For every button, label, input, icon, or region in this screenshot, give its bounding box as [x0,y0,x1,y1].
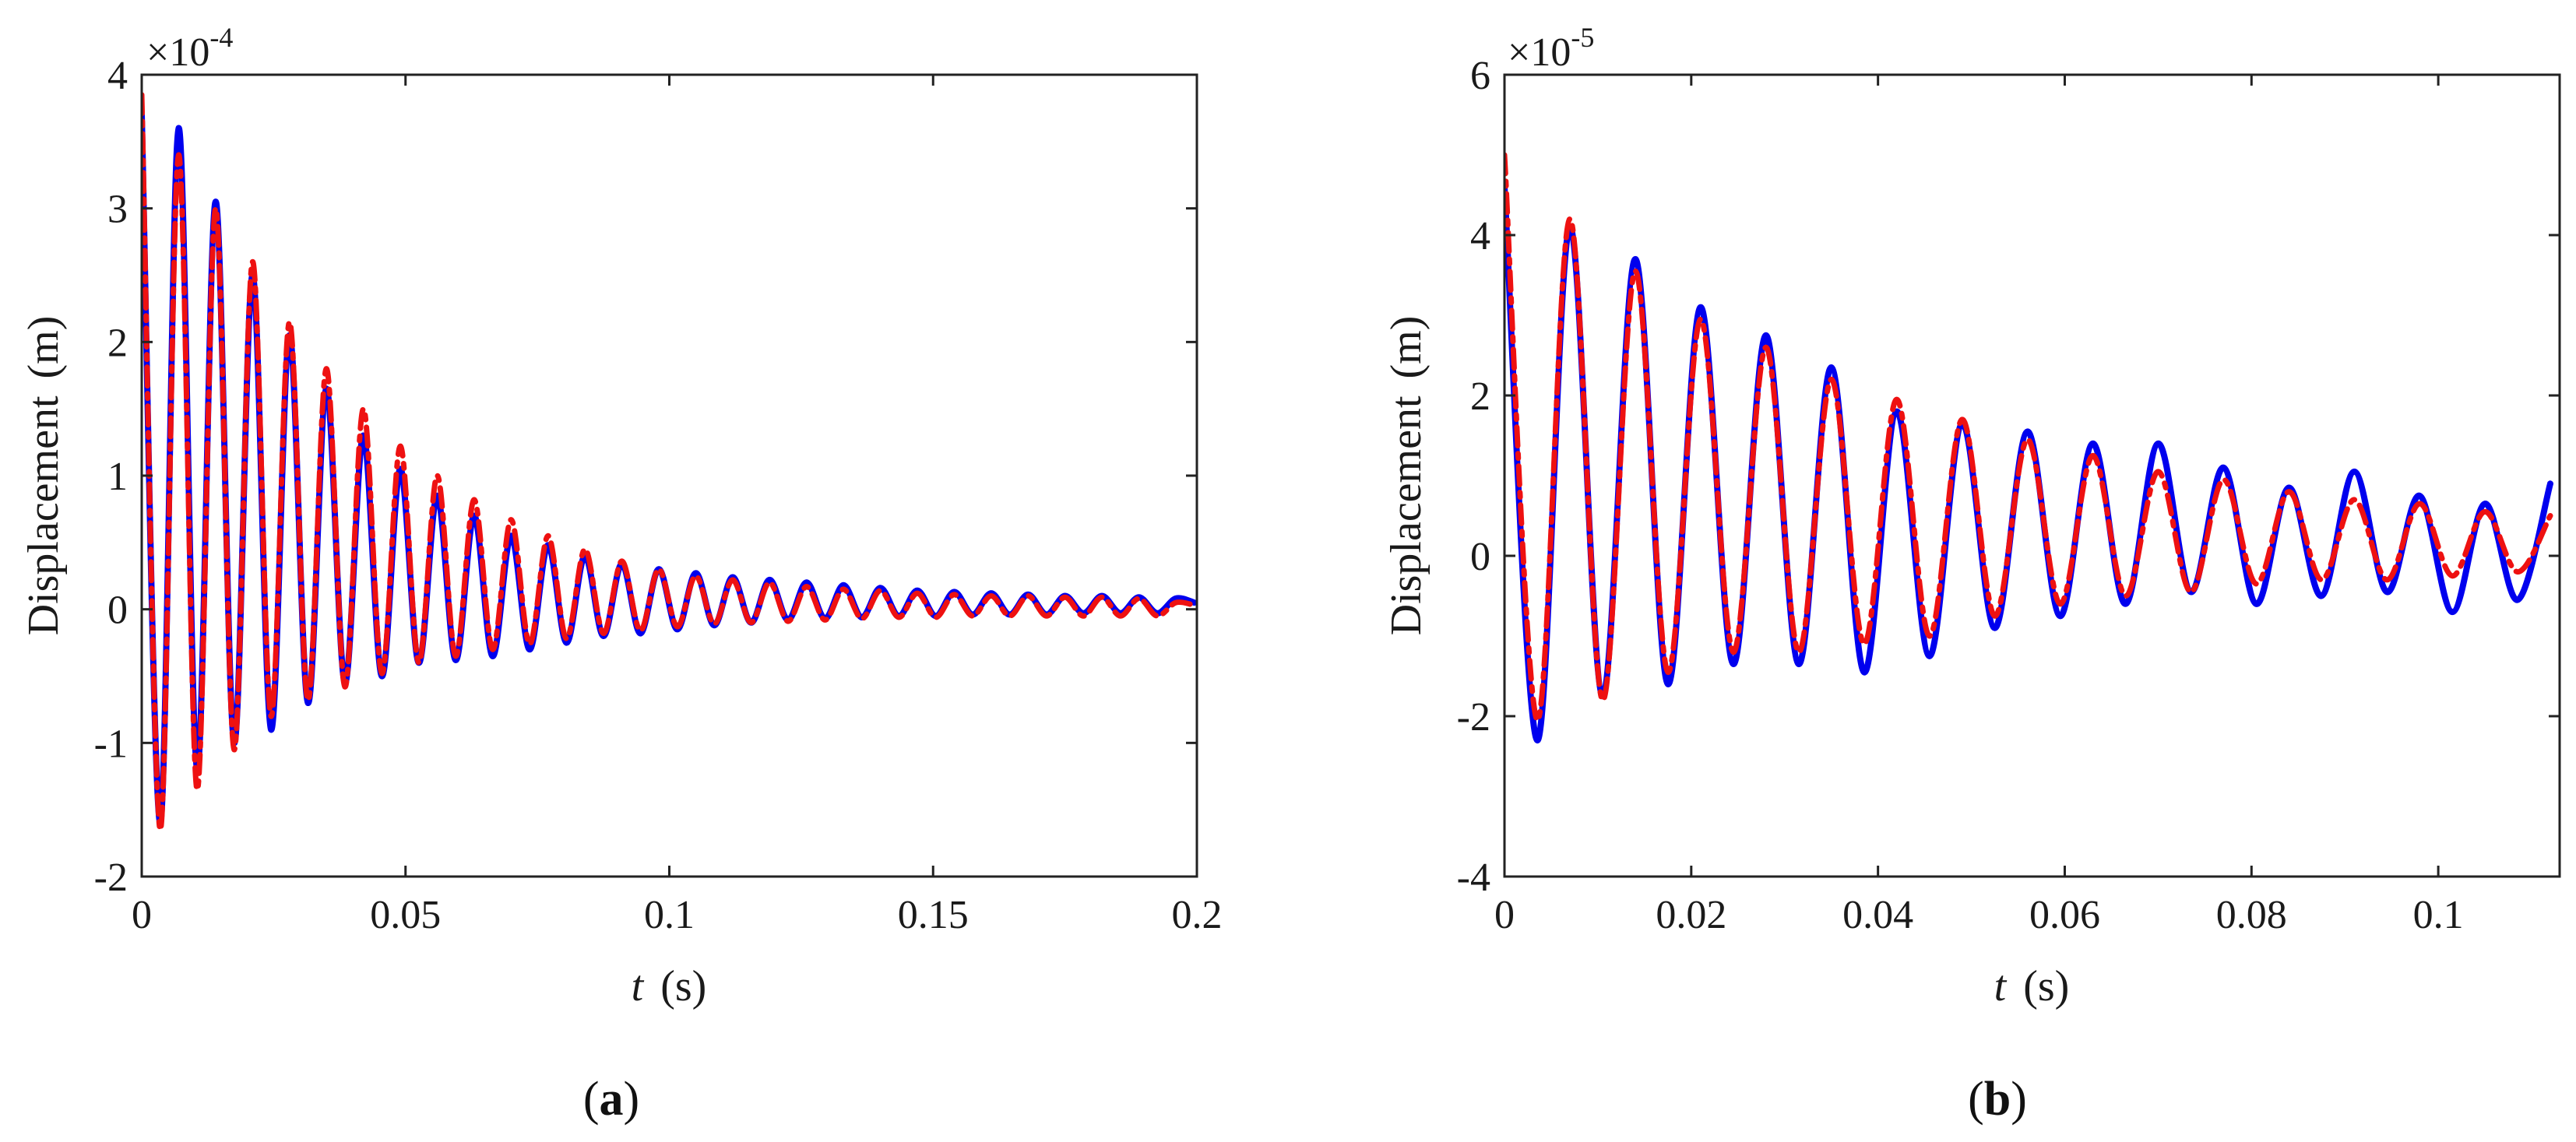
panel-b-x-tick-label: 0.08 [2216,893,2287,937]
panel-a: 0 0.05 0.1 0.15 0.2 -2 -1 0 1 2 3 4 ×10-4 Displacem… [19,22,1223,1126]
panel-b-x-tick-label: 0.02 [1656,893,1726,937]
panel-a-x-tick-label: 0.05 [370,893,441,937]
panel-b-caption: (b) [1968,1073,2027,1126]
panel-b-series-2-line [1504,152,2553,723]
panel-a-y-tick-label: 2 [107,321,128,365]
panel-a-y-tick-label: -2 [94,856,128,900]
panel-a-x-tick-label: 0.2 [1172,893,1223,937]
panel-b-series-1-line [1504,184,2553,743]
panel-b: 0 0.02 0.04 0.06 0.08 0.1 -4 -2 0 2 4 6 ×10-5 Displ… [1382,22,2561,1126]
panel-a-series-2-line [142,92,1197,833]
panel-a-y-tick-label: 3 [107,188,128,232]
panel-b-y-axis-label: Displacement(m) [1382,316,1431,636]
panel-b-x-axis-label: t (s) [1994,962,2070,1010]
panel-a-caption: (a) [583,1073,639,1126]
panel-a-x-axis-label: t (s) [632,962,707,1010]
panel-b-x-tick-label: 0 [1494,893,1515,937]
panel-a-series-group [142,92,1197,833]
panel-b-y-tick-label: -4 [1457,856,1490,900]
panel-b-y-tick-label: 0 [1470,535,1490,579]
panel-b-y-tick-label: -2 [1457,695,1490,740]
panel-a-x-tick-label: 0.15 [898,893,969,937]
panel-b-y-tick-label: 2 [1470,374,1490,419]
panel-b-y-tick-label: 6 [1470,54,1490,98]
panel-a-x-tick-label: 0.1 [644,893,695,937]
panel-b-x-tick-label: 0.06 [2029,893,2100,937]
panel-a-y-exponent: ×10-4 [146,22,233,75]
panel-a-y-tick-label: 1 [107,455,128,499]
panel-a-y-tick-label: -1 [94,722,128,766]
panel-a-axes-frame [140,73,1198,878]
panel-b-y-exponent: ×10-5 [1508,22,1594,75]
panel-b-y-tick-label: 4 [1470,214,1490,258]
panel-a-y-tick-label: 4 [107,54,128,98]
panel-b-axes-frame [1503,73,2561,878]
panel-b-x-tick-label: 0.1 [2413,893,2464,937]
panel-a-x-tick-label: 0 [132,893,152,937]
panel-a-y-axis-label: Displacement(m) [19,316,68,636]
panel-b-series-group [1504,152,2553,743]
panel-b-x-tick-label: 0.04 [1842,893,1913,937]
panel-a-y-tick-label: 0 [107,589,128,633]
